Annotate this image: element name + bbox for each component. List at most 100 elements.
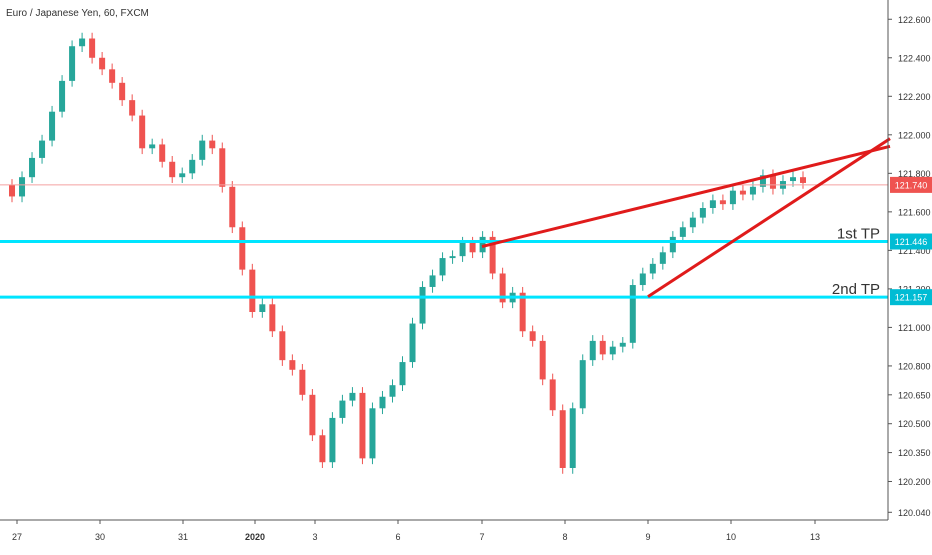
candle-body <box>79 38 86 47</box>
candle-body <box>269 304 276 332</box>
y-tick-label: 122.000 <box>898 130 931 140</box>
tp-label-1: 1st TP <box>837 226 880 243</box>
candle-body <box>669 236 676 253</box>
candle-body <box>29 157 36 178</box>
y-tick-label: 122.600 <box>898 15 931 25</box>
candle-body <box>579 360 586 409</box>
price-layer <box>9 32 807 474</box>
candle-body <box>289 360 296 370</box>
candle-body <box>719 200 726 205</box>
x-tick-label: 2020 <box>245 532 265 542</box>
candle-body <box>69 46 76 81</box>
y-tick-label: 122.200 <box>898 92 931 102</box>
candle-body <box>499 273 506 303</box>
candle-body <box>729 190 736 205</box>
axis-layer: 122.600 122.400 122.200 122.000 121.800 121.6… <box>0 0 932 542</box>
candle-body <box>189 159 196 174</box>
candle-body <box>429 275 436 287</box>
y-tick-label: 121.400 <box>898 246 931 256</box>
candle-body <box>529 331 536 341</box>
tp-2-badge-label: 121.157 <box>895 293 928 303</box>
x-tick-label: 9 <box>645 532 650 542</box>
candle-body <box>319 435 326 463</box>
tp-2-badge <box>890 289 932 306</box>
candle-body <box>759 175 766 187</box>
candle-body <box>559 410 566 468</box>
candle-body <box>689 217 696 228</box>
x-tick-label: 10 <box>726 532 736 542</box>
current-price-badge <box>890 176 932 193</box>
candle-body <box>249 269 256 312</box>
candle-body <box>159 144 166 162</box>
y-tick-label: 121.800 <box>898 169 931 179</box>
candle-body <box>279 331 286 361</box>
candle-body <box>459 242 466 257</box>
x-tick-label: 31 <box>178 532 188 542</box>
y-tick-label: 122.400 <box>898 53 931 63</box>
candle-body <box>629 285 636 343</box>
chart-title: Euro / Japanese Yen, 60, FXCM <box>6 8 149 19</box>
y-tick-label: 121.600 <box>898 207 931 217</box>
candle-body <box>39 140 46 158</box>
candle-body <box>769 175 776 189</box>
candle-body <box>679 227 686 237</box>
candle-body <box>119 82 126 101</box>
candle-body <box>619 342 626 347</box>
candle-body <box>309 394 316 436</box>
candle-body <box>609 346 616 355</box>
candle-body <box>799 177 807 183</box>
candle-body <box>19 177 26 197</box>
candle-body <box>699 208 706 218</box>
y-tick-label: 120.650 <box>898 390 931 400</box>
candle-body <box>479 236 486 253</box>
candle-body <box>569 408 576 468</box>
tp-1-badge <box>890 233 932 250</box>
candle-body <box>169 161 176 178</box>
candle-body <box>789 177 796 182</box>
candle-body <box>219 148 226 187</box>
candle-body <box>49 111 56 141</box>
candle-body <box>59 80 66 112</box>
candle-body <box>209 140 216 149</box>
candle-body <box>709 200 716 208</box>
candle-body <box>199 140 206 160</box>
candle-body <box>469 242 476 253</box>
candle-body <box>349 392 356 401</box>
candle-body <box>419 286 426 324</box>
y-tick-label: 120.350 <box>898 448 931 458</box>
x-tick-label: 3 <box>312 532 317 542</box>
candle-body <box>369 408 376 459</box>
candle-body <box>489 236 496 274</box>
y-tick-label: 120.500 <box>898 419 931 429</box>
candle-body <box>439 258 446 276</box>
candle-body <box>599 340 606 355</box>
candle-body <box>89 38 96 58</box>
candle-body <box>259 304 266 312</box>
candle-body <box>659 252 666 264</box>
candle-body <box>329 417 336 463</box>
y-tick-label: 120.800 <box>898 361 931 371</box>
candle-body <box>359 392 366 459</box>
candle-body <box>9 184 16 197</box>
x-tick-label: 8 <box>562 532 567 542</box>
candle-body <box>449 256 456 259</box>
candle-body <box>179 173 186 178</box>
x-tick-label: 27 <box>12 532 22 542</box>
candle-body <box>299 369 306 395</box>
y-tick-label: 121.000 <box>898 323 931 333</box>
candle-body <box>379 396 386 409</box>
candle-body <box>339 400 346 418</box>
x-tick-label: 7 <box>479 532 484 542</box>
candle-body <box>389 385 396 397</box>
wedge-lower-line <box>647 137 891 298</box>
candle-body <box>229 186 236 228</box>
current-price-badge-label: 121.740 <box>895 180 928 190</box>
candle-body <box>129 100 136 116</box>
candle-body <box>749 186 756 195</box>
wedge-upper-line <box>481 144 891 248</box>
x-tick-label: 30 <box>95 532 105 542</box>
candle-body <box>739 190 746 195</box>
candle-body <box>239 227 246 270</box>
